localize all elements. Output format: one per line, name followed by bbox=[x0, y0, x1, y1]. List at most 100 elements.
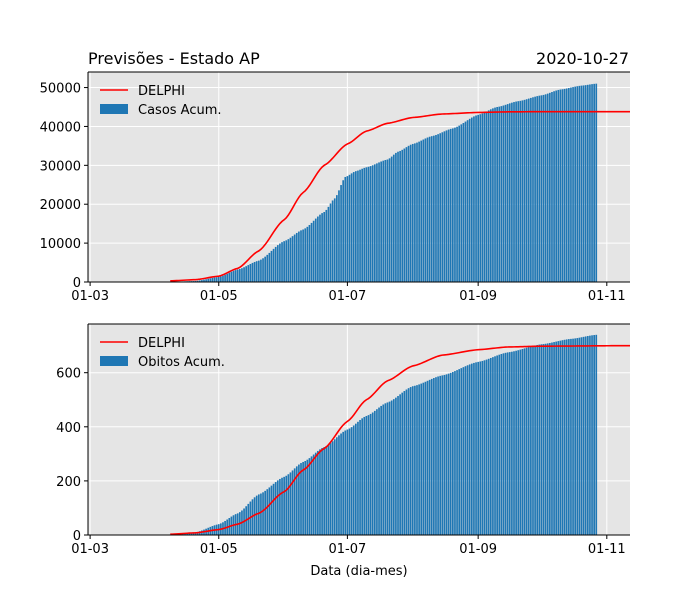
bar bbox=[519, 100, 522, 282]
y-tick-label: 40000 bbox=[40, 120, 81, 135]
bar bbox=[392, 399, 395, 535]
bar bbox=[283, 476, 285, 535]
y-tick-label: 10000 bbox=[40, 237, 81, 252]
bar bbox=[557, 341, 560, 535]
bar bbox=[274, 246, 277, 282]
bar bbox=[365, 415, 368, 535]
bar bbox=[485, 359, 488, 535]
bar bbox=[329, 203, 332, 282]
bar bbox=[378, 407, 380, 535]
bar bbox=[295, 232, 298, 282]
bar bbox=[555, 90, 558, 282]
bar bbox=[586, 84, 589, 282]
bar bbox=[595, 334, 598, 535]
bar bbox=[441, 132, 444, 282]
bar bbox=[504, 104, 507, 282]
bar bbox=[245, 266, 248, 282]
legend-label-delphi: DELPHI bbox=[138, 84, 185, 99]
bar bbox=[262, 258, 264, 282]
bar bbox=[439, 133, 442, 282]
bar bbox=[390, 156, 393, 282]
bar bbox=[530, 346, 532, 535]
bar bbox=[249, 263, 252, 282]
bar bbox=[498, 354, 501, 535]
bar bbox=[546, 343, 549, 535]
delphi-line bbox=[170, 344, 631, 535]
bar bbox=[466, 120, 469, 282]
bar bbox=[414, 385, 416, 535]
bar bbox=[420, 140, 423, 282]
bar bbox=[279, 478, 281, 535]
bar bbox=[241, 268, 243, 282]
bar bbox=[270, 250, 273, 282]
bar bbox=[319, 449, 321, 535]
bar bbox=[521, 348, 524, 535]
bar bbox=[346, 176, 349, 282]
bar bbox=[314, 218, 317, 282]
bar bbox=[357, 170, 359, 282]
bar bbox=[591, 84, 593, 282]
x-tick-label: 01-09 bbox=[459, 289, 497, 304]
bar bbox=[563, 339, 566, 535]
bar bbox=[363, 167, 366, 282]
bar bbox=[534, 345, 536, 535]
y-tick-label: 0 bbox=[73, 276, 81, 291]
bar bbox=[319, 214, 321, 282]
bar bbox=[266, 489, 269, 535]
bar bbox=[323, 212, 326, 282]
bar bbox=[260, 493, 262, 535]
bar bbox=[570, 87, 572, 282]
bar bbox=[262, 492, 264, 535]
bar bbox=[352, 425, 355, 535]
bar bbox=[272, 483, 275, 535]
bar bbox=[220, 276, 222, 282]
bar bbox=[517, 350, 520, 535]
bar bbox=[213, 277, 216, 282]
bar bbox=[578, 337, 581, 535]
bar bbox=[359, 169, 361, 282]
bar bbox=[251, 499, 254, 535]
bar bbox=[542, 94, 545, 282]
bar bbox=[449, 128, 452, 282]
bar bbox=[593, 335, 595, 535]
bar bbox=[536, 344, 539, 535]
bar bbox=[494, 107, 496, 282]
bar bbox=[420, 383, 423, 535]
bar bbox=[407, 145, 410, 282]
bar bbox=[502, 105, 505, 283]
bar bbox=[538, 95, 541, 283]
bar bbox=[295, 466, 298, 535]
bar bbox=[485, 111, 488, 283]
bar bbox=[430, 136, 433, 282]
bar bbox=[452, 371, 454, 535]
bar bbox=[321, 448, 323, 535]
bar bbox=[247, 265, 250, 282]
bar bbox=[302, 461, 304, 535]
bar bbox=[373, 164, 376, 282]
bar bbox=[382, 160, 385, 282]
bar bbox=[401, 392, 404, 535]
bar bbox=[386, 402, 389, 535]
bar bbox=[473, 116, 475, 282]
bar bbox=[563, 88, 566, 282]
bar bbox=[468, 364, 471, 535]
bar bbox=[500, 353, 503, 535]
bar bbox=[217, 276, 220, 282]
bar bbox=[435, 134, 437, 282]
bar bbox=[228, 272, 231, 282]
bar bbox=[365, 167, 368, 282]
bar bbox=[270, 485, 273, 535]
bar bbox=[201, 280, 203, 282]
bar bbox=[527, 98, 530, 282]
bar bbox=[361, 168, 364, 282]
x-axis-label: Data (dia-mes) bbox=[310, 564, 407, 579]
bar bbox=[559, 89, 562, 282]
bar bbox=[399, 394, 401, 535]
bar bbox=[274, 482, 277, 535]
bar bbox=[496, 107, 498, 282]
bar bbox=[580, 85, 583, 282]
bar bbox=[483, 112, 486, 282]
bar bbox=[456, 370, 458, 535]
bar bbox=[344, 177, 347, 282]
